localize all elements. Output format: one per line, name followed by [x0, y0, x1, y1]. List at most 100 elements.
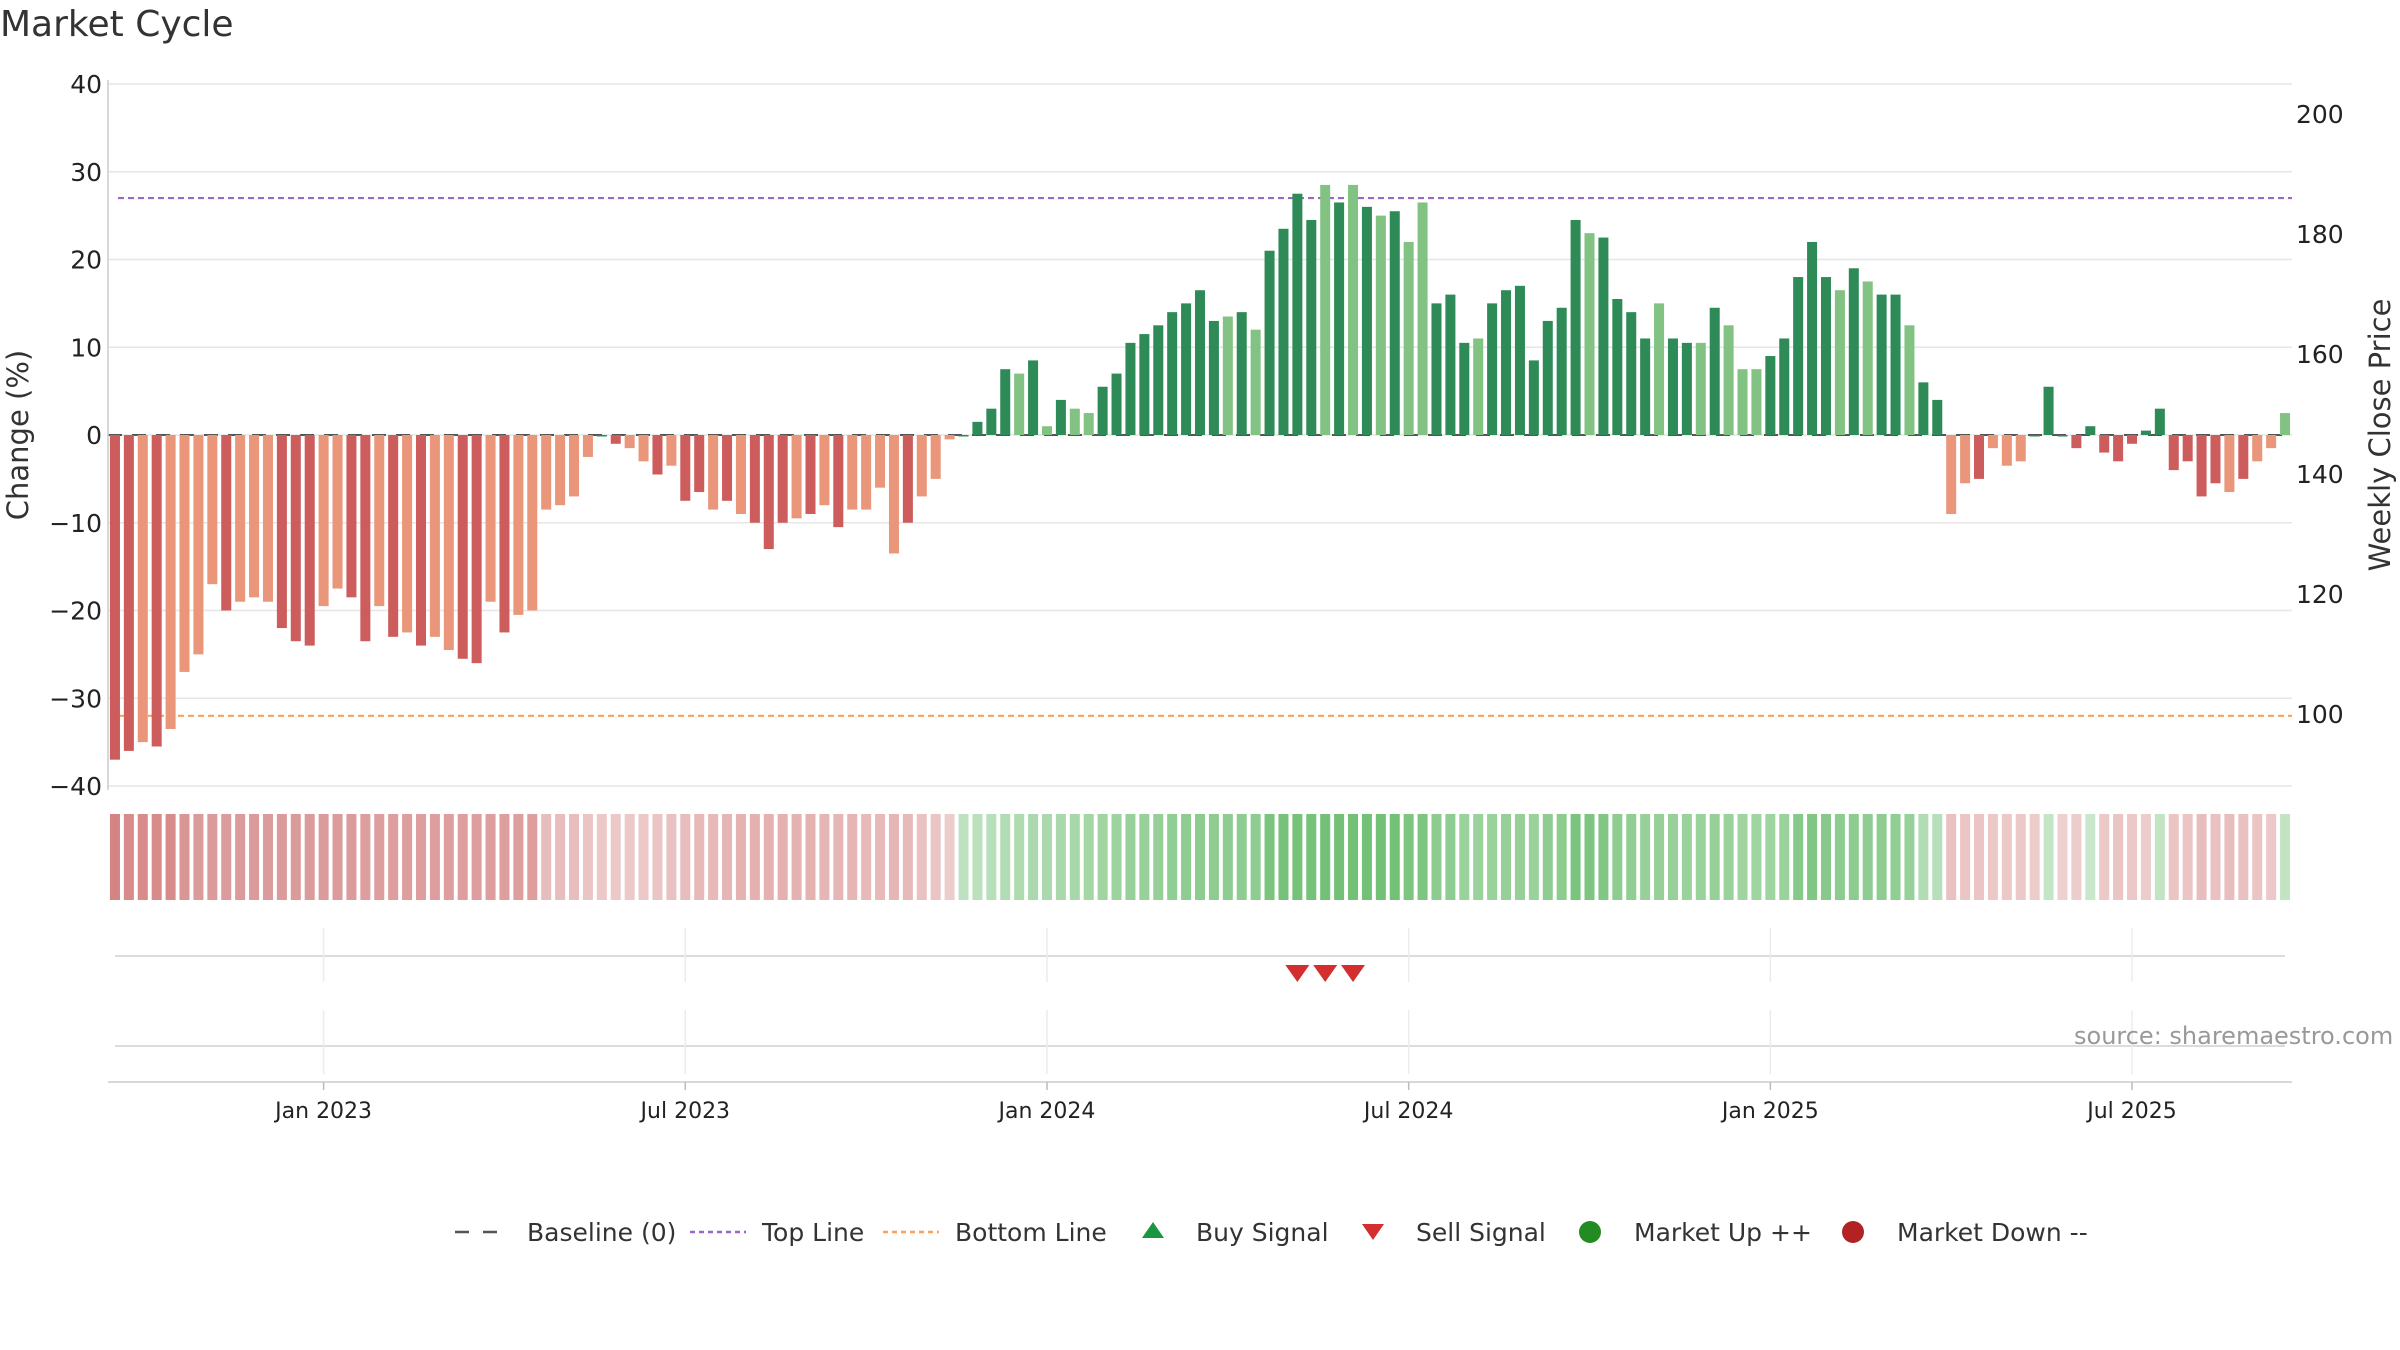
change-bar [1848, 268, 1859, 435]
change-bar [402, 435, 413, 633]
change-bar [1834, 290, 1845, 435]
cycle-band-cell [1181, 814, 1192, 900]
change-bar [1361, 206, 1372, 435]
sell-signal-marker [1285, 965, 1310, 982]
cycle-band-cell [888, 814, 899, 900]
cycle-band-cell [1097, 814, 1108, 900]
cycle-band-cell [847, 814, 858, 900]
cycle-band-cell [2168, 814, 2179, 900]
cycle-band-cell [332, 814, 343, 900]
source-note: source: sharemaestro.com [2074, 1022, 2394, 1050]
change-bar [610, 435, 621, 444]
change-bar [1973, 435, 1985, 479]
change-bar [1626, 312, 1637, 435]
y2-tick-label: 180 [2296, 220, 2344, 249]
cycle-band-cell [1556, 814, 1567, 900]
change-bar [1320, 184, 1331, 435]
cycle-band-cell [1320, 814, 1331, 900]
cycle-band-cell [1250, 814, 1261, 900]
change-bar [249, 435, 260, 598]
cycle-band-cell [262, 814, 273, 900]
cycle-band-cell [596, 814, 607, 900]
cycle-band-cell [137, 814, 148, 900]
change-bar [1403, 241, 1414, 435]
cycle-band-cell [1125, 814, 1136, 900]
change-bar [555, 435, 566, 506]
cycle-band-cell [471, 814, 482, 900]
cycle-band-cell [582, 814, 593, 900]
change-bar [972, 421, 983, 435]
change-bar [1250, 329, 1261, 435]
change-bar [1348, 184, 1359, 435]
change-bar [875, 435, 886, 488]
cycle-band-cell [1779, 814, 1790, 900]
cycle-band-cell [1584, 814, 1595, 900]
change-bar [304, 435, 315, 646]
legend-item-4: Sell Signal [1362, 1218, 1546, 1247]
cycle-band-cell [485, 814, 496, 900]
change-bar [2280, 413, 2291, 435]
cycle-band-cell [1514, 814, 1525, 900]
change-bar [1528, 360, 1539, 435]
grid-layer [108, 83, 2292, 787]
cycle-band-cell [207, 814, 218, 900]
cycle-band-cell [1375, 814, 1386, 900]
change-bar [137, 435, 148, 743]
change-bar [1028, 360, 1039, 435]
cycle-band-cell [1264, 814, 1275, 900]
cycle-band-cell [1932, 814, 1943, 900]
cycle-band-cell [958, 814, 969, 900]
cycle-band-cell [1028, 814, 1039, 900]
cycle-band-cell [875, 814, 886, 900]
cycle-band-cell [2085, 814, 2096, 900]
change-bar [1904, 325, 1915, 435]
cycle-band-cell [346, 814, 357, 900]
change-bar [2057, 435, 2068, 437]
x-tick-label: Jul 2023 [639, 1099, 731, 1124]
cycle-band-cell [986, 814, 997, 900]
cycle-band-cell [1014, 814, 1025, 900]
legend-label: Market Up ++ [1634, 1218, 1812, 1247]
y2-tick-label: 200 [2296, 100, 2344, 129]
change-bar [986, 408, 997, 435]
cycle-band-cell [2043, 814, 2054, 900]
cycle-band-cell [1946, 814, 1957, 900]
cycle-band-cell [1222, 814, 1233, 900]
change-bar [888, 435, 899, 554]
change-bar [374, 435, 385, 607]
legend-item-3: Buy Signal [1142, 1218, 1329, 1247]
change-bar [1000, 369, 1011, 435]
change-bar [2029, 435, 2040, 437]
cycle-band-cell [429, 814, 440, 900]
y2-axis-title: Weekly Close Price [2363, 299, 2397, 572]
cycle-band-cell [1292, 814, 1303, 900]
change-bar [694, 435, 705, 493]
legend-up-swatch [1579, 1221, 1601, 1243]
change-bar [1570, 220, 1581, 435]
change-bar [1737, 369, 1748, 435]
legend-label: Market Down -- [1897, 1218, 2088, 1247]
change-bar [1709, 307, 1720, 435]
change-bar [457, 435, 468, 659]
cycle-band-cell [2057, 814, 2068, 900]
y-tick-label: −20 [49, 597, 102, 626]
change-bar [861, 435, 872, 510]
cycle-band-cell [1723, 814, 1734, 900]
cycle-band-cell [1695, 814, 1706, 900]
cycle-band-cell [1681, 814, 1692, 900]
change-bar [1111, 373, 1122, 435]
cycle-band [109, 814, 2291, 900]
cycle-band-cell [1000, 814, 1011, 900]
cycle-band-cell [555, 814, 566, 900]
cycle-band-cell [2238, 814, 2249, 900]
change-bar [1041, 426, 1052, 435]
change-bar [415, 435, 427, 646]
cycle-band-cell [1640, 814, 1651, 900]
change-bar [1473, 338, 1484, 435]
change-bar [2043, 386, 2054, 435]
legend-label: Top Line [761, 1218, 864, 1247]
cycle-band-cell [1737, 814, 1748, 900]
cycle-band-cell [1111, 814, 1122, 900]
change-bar [1501, 290, 1512, 435]
